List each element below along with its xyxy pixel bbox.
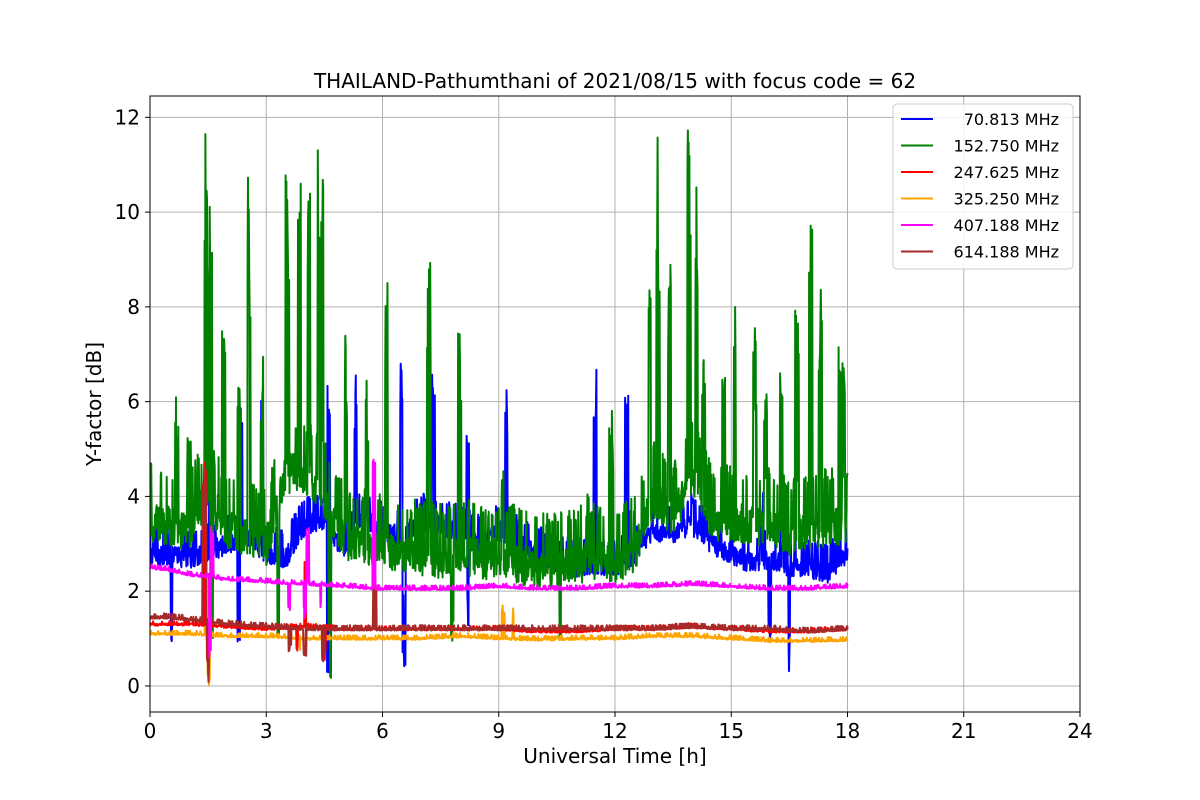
x-tick-label: 18 — [835, 719, 860, 743]
y-tick-label: 6 — [127, 390, 140, 414]
x-tick-label: 24 — [1067, 719, 1092, 743]
x-tick-label: 3 — [260, 719, 273, 743]
x-tick-label: 15 — [719, 719, 744, 743]
legend-label: 247.625 MHz — [954, 163, 1059, 182]
y-tick-label: 0 — [127, 674, 140, 698]
legend: 70.813 MHz 152.750 MHz 247.625 MHz 325.250 … — [892, 103, 1074, 270]
x-tick-label: 21 — [951, 719, 976, 743]
x-axis: 0 3 6 9 12 15 18 21 24 — [144, 712, 1093, 743]
x-tick-label: 12 — [602, 719, 627, 743]
series-line — [150, 129, 849, 679]
legend-label: 70.813 MHz — [964, 110, 1059, 129]
x-tick-label: 9 — [492, 719, 505, 743]
series-layer — [150, 129, 849, 687]
x-tick-label: 6 — [376, 719, 389, 743]
x-axis-label: Universal Time [h] — [523, 744, 706, 768]
y-tick-label: 12 — [115, 105, 140, 129]
y-axis-label: Y-factor [dB] — [82, 342, 106, 467]
legend-label: 152.750 MHz — [954, 137, 1059, 156]
series-line — [150, 458, 849, 658]
y-axis: 0 2 4 6 8 10 12 — [115, 105, 150, 698]
chart-title: THAILAND-Pathumthani of 2021/08/15 with … — [313, 69, 916, 93]
y-tick-label: 10 — [115, 200, 140, 224]
y-tick-label: 2 — [127, 579, 140, 603]
y-tick-label: 4 — [127, 484, 140, 508]
series-line — [150, 466, 849, 683]
x-tick-label: 0 — [144, 719, 157, 743]
legend-label: 407.188 MHz — [954, 216, 1059, 235]
series-line — [150, 486, 849, 687]
y-tick-label: 8 — [127, 295, 140, 319]
legend-label: 614.188 MHz — [954, 243, 1059, 262]
legend-label: 325.250 MHz — [954, 190, 1059, 209]
legend-box — [892, 103, 1074, 270]
